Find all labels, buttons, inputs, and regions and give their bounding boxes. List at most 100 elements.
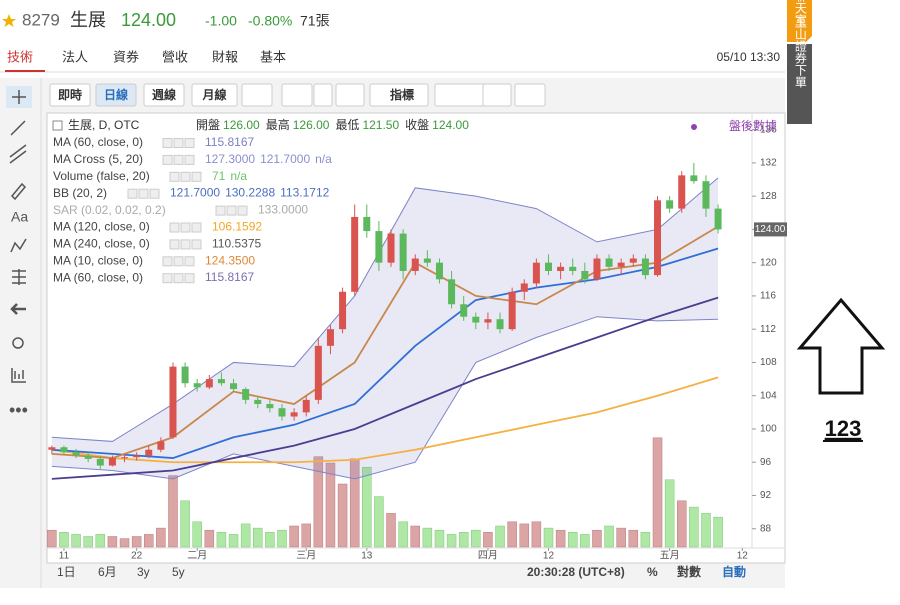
legend-control[interactable]: [184, 138, 195, 148]
candle-body: [435, 262, 443, 280]
candle-body: [399, 233, 407, 271]
more-tools-icon[interactable]: •••: [9, 400, 28, 420]
star-icon[interactable]: [2, 14, 16, 27]
volume-bar: [483, 532, 493, 548]
last-price-box: [754, 222, 787, 237]
volume-bar: [349, 458, 360, 548]
legend-values: 106.1592: [212, 220, 262, 234]
legend-values: 71 n/a: [212, 169, 247, 183]
legend-control[interactable]: [184, 256, 195, 267]
toolbar-button[interactable]: [514, 83, 546, 107]
order-tab[interactable]: [787, 44, 812, 124]
legend-control[interactable]: [162, 256, 173, 267]
volume-bar: [713, 516, 723, 548]
clock: 20:30:28 (UTC+8): [527, 565, 625, 579]
toolbar-button[interactable]: [95, 83, 137, 107]
moving-average: [51, 225, 719, 459]
toolbar-button[interactable]: [281, 83, 313, 107]
legend-control[interactable]: [180, 239, 191, 250]
legend-control[interactable]: [162, 138, 173, 148]
y-tick-label: 96: [760, 457, 772, 468]
range-button[interactable]: 6月: [98, 565, 117, 579]
toolbar-button[interactable]: [49, 83, 91, 107]
legend-control[interactable]: [149, 188, 160, 199]
y-tick-label: 108: [760, 357, 777, 368]
candle-body: [375, 231, 383, 263]
range-button[interactable]: 5y: [172, 565, 185, 579]
chat-tab[interactable]: [787, 0, 812, 42]
back-icon[interactable]: [10, 303, 26, 315]
volume-bar: [131, 536, 142, 548]
legend-control[interactable]: [169, 222, 180, 233]
fib-icon[interactable]: [12, 269, 26, 285]
tab[interactable]: 資券: [113, 49, 139, 64]
tab[interactable]: 營收: [162, 49, 188, 64]
legend-control[interactable]: [127, 188, 138, 199]
candle-body: [448, 279, 456, 305]
legend-control[interactable]: [184, 273, 195, 284]
candle-body: [654, 200, 662, 276]
pattern-icon[interactable]: [10, 238, 27, 253]
candle-body: [605, 258, 613, 267]
x-tick-label: 四月: [478, 550, 498, 562]
legend-control[interactable]: [173, 256, 184, 267]
legend-control[interactable]: [173, 273, 184, 284]
legend-value: 113.1712: [280, 186, 329, 200]
legend-control[interactable]: [191, 239, 202, 250]
volume-bar: [168, 475, 178, 548]
tab[interactable]: 技術: [7, 49, 33, 64]
toolbar-button[interactable]: [191, 83, 238, 107]
channel-icon[interactable]: [9, 144, 27, 164]
volume-bar: [616, 527, 626, 548]
legend-control[interactable]: [173, 138, 184, 148]
legend-control[interactable]: [173, 154, 184, 165]
text-tool-icon[interactable]: Aa: [11, 209, 28, 225]
range-button[interactable]: 3y: [137, 565, 150, 579]
candle-body: [666, 200, 674, 209]
toolbar-button[interactable]: [434, 83, 486, 107]
toolbar-button[interactable]: [313, 83, 333, 107]
legend-control[interactable]: [169, 171, 180, 182]
candle-body: [254, 399, 262, 405]
toolbar-button[interactable]: [482, 83, 512, 107]
legend-control[interactable]: [215, 205, 226, 216]
measure-icon[interactable]: [11, 368, 26, 383]
legend-control[interactable]: [226, 205, 237, 216]
toolbar-button[interactable]: [369, 83, 429, 107]
zoom-icon[interactable]: [12, 337, 24, 349]
candle-body: [181, 366, 189, 384]
volume-bar: [216, 532, 227, 548]
candle-body: [96, 458, 104, 466]
toolbar-button[interactable]: [241, 83, 273, 107]
legend-value: 115.8167: [205, 135, 254, 149]
legend-control[interactable]: [191, 171, 202, 182]
legend-control[interactable]: [184, 154, 195, 165]
legend-control[interactable]: [180, 222, 191, 233]
option-button[interactable]: 自動: [722, 564, 746, 579]
toolbar-button[interactable]: [143, 83, 185, 107]
trend-icon[interactable]: [10, 120, 26, 136]
legend-control[interactable]: [169, 239, 180, 250]
range-button[interactable]: 1日: [57, 565, 76, 579]
tab[interactable]: 基本: [260, 49, 286, 64]
legend-control[interactable]: [191, 222, 202, 233]
y-tick-label: 116: [760, 291, 776, 302]
legend-control[interactable]: [162, 154, 173, 165]
volume-bar: [47, 529, 57, 548]
option-button[interactable]: %: [647, 565, 658, 579]
brush-icon[interactable]: [10, 182, 27, 201]
tab[interactable]: 法人: [62, 49, 88, 64]
y-tick-label: 136: [760, 124, 777, 135]
after-hours-link[interactable]: 盤後數據: [729, 119, 777, 133]
legend-control[interactable]: [162, 273, 173, 284]
tab[interactable]: 財報: [212, 49, 238, 64]
candle-body: [108, 458, 116, 466]
collapse-icon[interactable]: [52, 120, 63, 131]
legend-control[interactable]: [237, 205, 248, 216]
toolbar-button[interactable]: [335, 83, 365, 107]
legend-control[interactable]: [138, 188, 149, 199]
option-button[interactable]: 對數: [677, 564, 701, 579]
toolbar-label: 即時: [58, 87, 82, 102]
legend-control[interactable]: [180, 171, 191, 182]
legend-label: MA Cross (5, 20): [53, 152, 143, 166]
